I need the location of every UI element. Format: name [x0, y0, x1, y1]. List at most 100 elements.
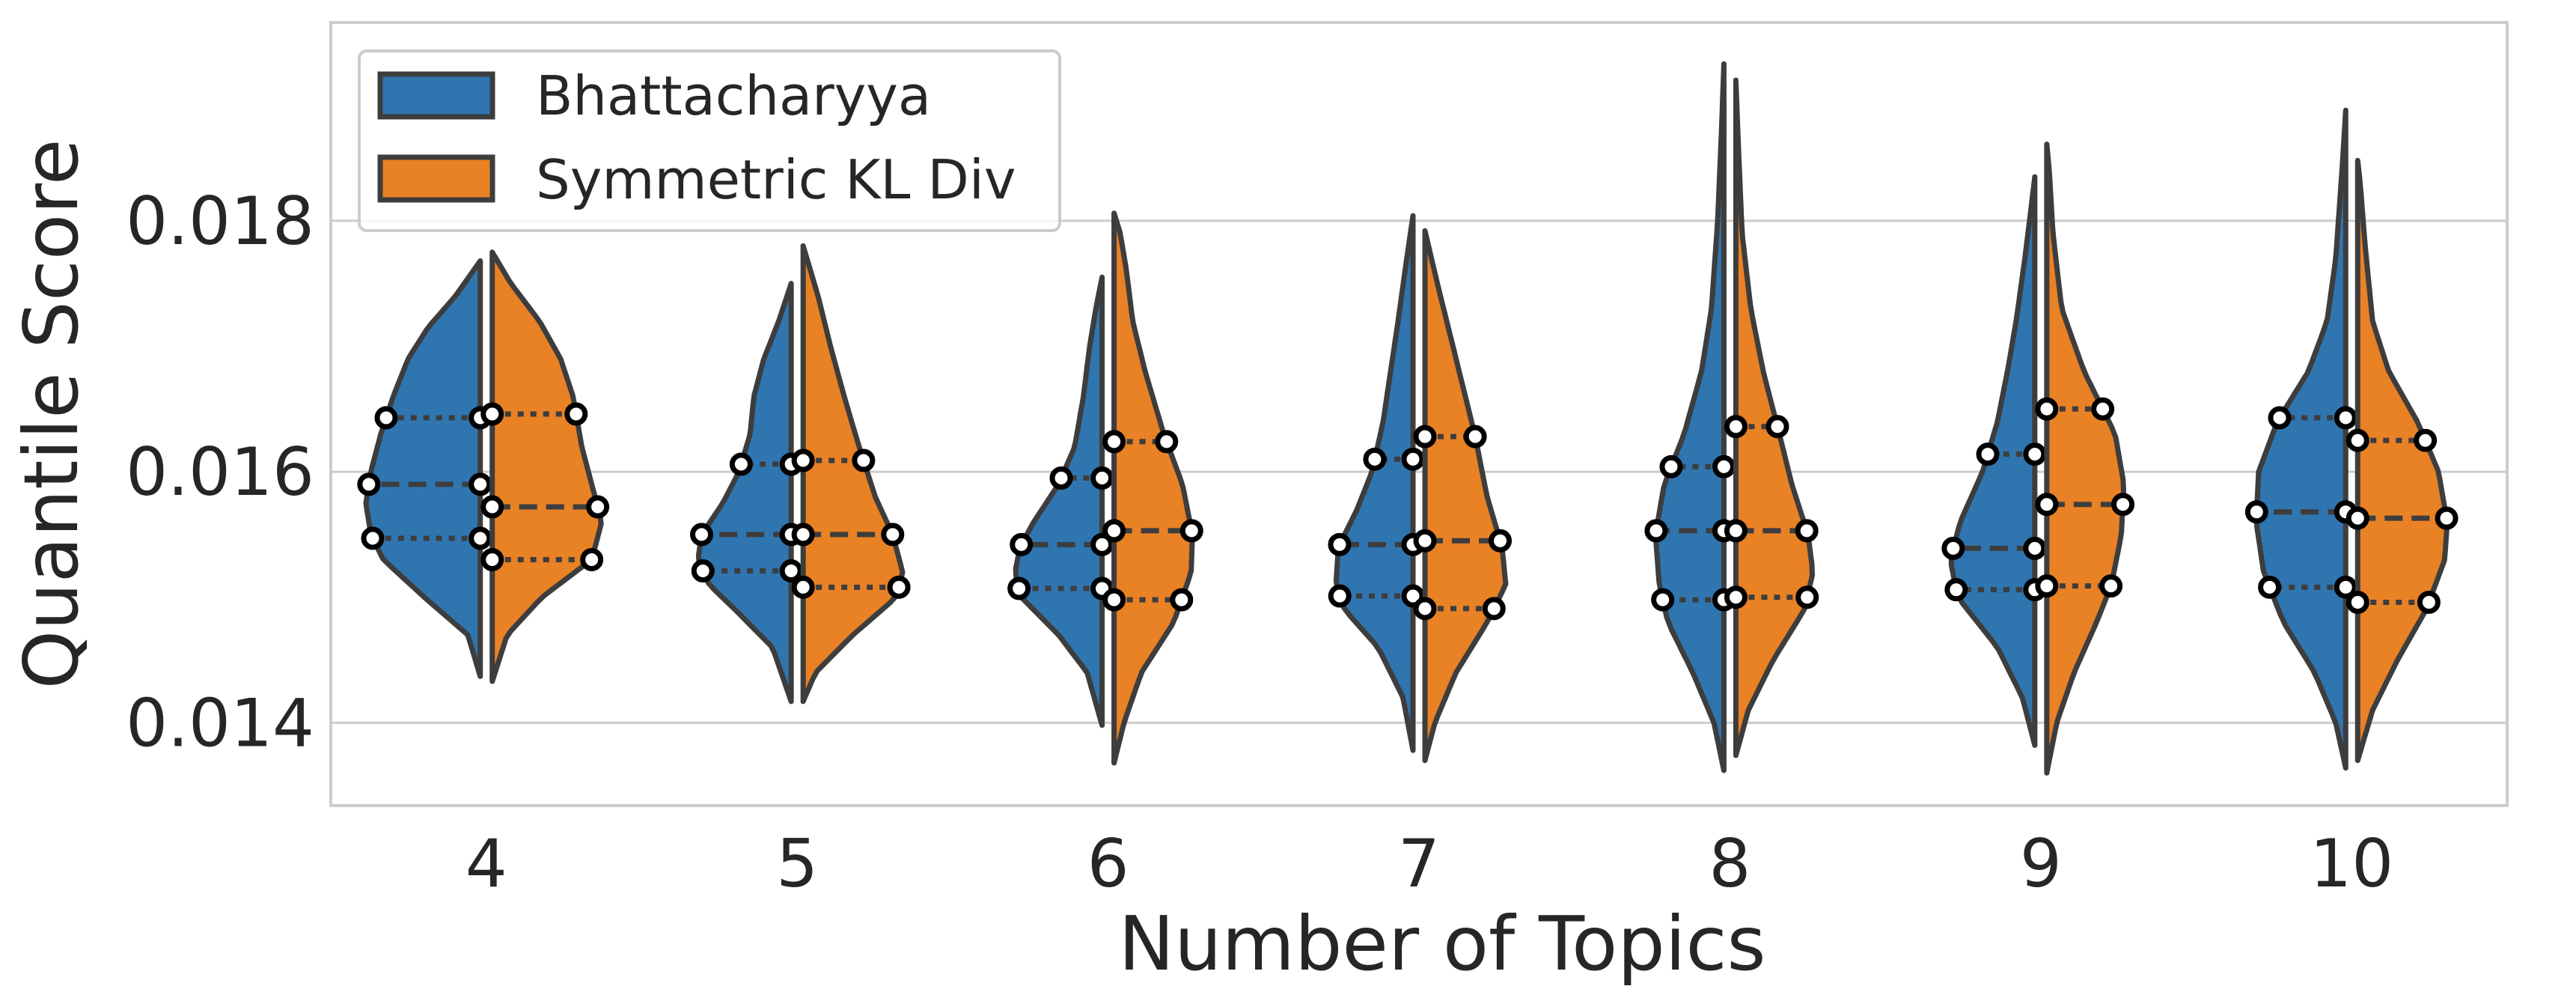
violin-body-9-right — [2044, 142, 2126, 776]
x-tick-label-10: 10 — [2310, 825, 2393, 902]
violin-6-left — [1007, 274, 1114, 728]
x-tick-label-4: 4 — [466, 825, 507, 902]
violin-q1-inner-marker-4-right — [480, 547, 504, 571]
violin-median-outer-marker-5-left — [689, 523, 713, 547]
violin-q3-outer-marker-10-right — [2414, 428, 2438, 452]
violin-q1-inner-marker-10-right — [2345, 590, 2369, 614]
violin-median-outer-marker-10-right — [2435, 506, 2459, 530]
x-tick-label-9: 9 — [2020, 825, 2062, 902]
violin-median-outer-marker-6-left — [1010, 532, 1034, 556]
x-tick-label-7: 7 — [1398, 825, 1440, 902]
violin-q3-outer-marker-7-left — [1363, 447, 1387, 471]
violin-q1-inner-marker-10-left — [2334, 575, 2357, 599]
violin-body-7-right — [1422, 228, 1509, 764]
violin-q3-inner-marker-9-left — [2023, 442, 2047, 466]
violin-body-5-right — [800, 243, 906, 705]
violin-q3-inner-marker-7-left — [1401, 447, 1425, 471]
x-tick-label-8: 8 — [1709, 825, 1751, 902]
legend-label-bhattacharyya: Bhattacharyya — [536, 64, 931, 127]
violin-q1-outer-marker-7-right — [1482, 597, 1506, 621]
violin-q1-outer-marker-10-left — [2258, 575, 2282, 599]
violin-q1-outer-marker-7-left — [1328, 584, 1352, 608]
violin-median-inner-marker-6-right — [1102, 519, 1126, 543]
violins — [357, 61, 2459, 776]
violin-q1-outer-marker-9-right — [2099, 574, 2123, 598]
violin-q1-inner-marker-5-left — [779, 559, 803, 583]
violin-median-outer-marker-5-right — [881, 523, 905, 547]
violin-q1-outer-marker-10-right — [2417, 590, 2441, 614]
violin-median-outer-marker-10-left — [2244, 500, 2268, 524]
violin-4-left — [357, 258, 492, 679]
violin-8-left — [1644, 61, 1736, 773]
violin-q3-outer-marker-9-right — [2091, 397, 2115, 421]
violin-median-outer-marker-7-left — [1328, 532, 1352, 556]
legend: Bhattacharyya Symmetric KL Div — [358, 49, 1061, 232]
violin-q3-inner-marker-6-right — [1102, 430, 1126, 454]
violin-9-left — [1941, 174, 2047, 749]
violin-q3-inner-marker-6-left — [1090, 466, 1114, 490]
violin-median-outer-marker-6-right — [1179, 519, 1203, 543]
y-tick-label-2: 0.018 — [126, 183, 314, 260]
violin-q3-outer-marker-5-left — [729, 452, 753, 476]
violin-body-6-left — [1013, 274, 1105, 728]
violin-q3-inner-marker-10-right — [2345, 428, 2369, 452]
violin-q1-inner-marker-7-right — [1413, 597, 1437, 621]
violin-q1-inner-marker-9-right — [2035, 574, 2059, 598]
violin-q3-outer-marker-8-right — [1765, 415, 1789, 439]
violin-q3-outer-marker-9-left — [1976, 442, 2000, 466]
x-axis-title: Number of Topics — [1118, 900, 1765, 988]
violin-q3-outer-marker-10-left — [2268, 406, 2292, 430]
violin-q1-outer-marker-4-left — [361, 526, 385, 550]
violin-q1-inner-marker-8-right — [1724, 585, 1748, 609]
violin-10-left — [2244, 107, 2357, 771]
violin-4-right — [480, 249, 610, 684]
violin-q1-outer-marker-5-left — [691, 559, 715, 583]
violin-q3-inner-marker-7-right — [1413, 425, 1437, 448]
y-tick-label-1: 0.016 — [126, 433, 314, 511]
violin-median-inner-marker-10-right — [2345, 506, 2369, 530]
violin-q3-outer-marker-4-left — [374, 406, 398, 430]
legend-label-symmetric-kl-div: Symmetric KL Div — [536, 148, 1016, 211]
violin-q3-inner-marker-4-right — [480, 402, 504, 426]
violin-median-inner-marker-8-right — [1724, 519, 1748, 543]
y-tick-labels: 0.014 0.016 0.018 — [126, 183, 314, 762]
violin-median-outer-marker-9-left — [1941, 536, 1965, 560]
violin-q3-outer-marker-4-right — [564, 402, 588, 426]
violin-q3-inner-marker-8-right — [1724, 415, 1748, 439]
violin-body-4-right — [489, 249, 604, 684]
violin-body-7-left — [1333, 213, 1416, 753]
violin-median-outer-marker-4-left — [357, 472, 381, 496]
violin-q3-inner-marker-10-left — [2334, 406, 2357, 430]
violin-q1-outer-marker-5-right — [887, 575, 911, 599]
violin-body-4-left — [363, 258, 483, 679]
violin-median-inner-marker-6-left — [1090, 532, 1114, 556]
violin-median-outer-marker-8-right — [1795, 519, 1819, 543]
x-tick-labels: 4 5 6 7 8 9 10 — [466, 825, 2394, 902]
violin-body-6-right — [1111, 210, 1195, 766]
violin-q1-outer-marker-6-left — [1007, 576, 1031, 600]
violin-median-inner-marker-7-right — [1413, 529, 1437, 553]
legend-swatch-bhattacharyya — [377, 71, 495, 120]
x-tick-label-6: 6 — [1087, 825, 1129, 902]
violin-median-outer-marker-9-right — [2111, 493, 2135, 517]
violin-body-5-left — [695, 281, 794, 705]
violin-q3-outer-marker-6-right — [1155, 430, 1179, 454]
violin-median-inner-marker-5-right — [791, 523, 815, 547]
y-axis-title: Quantile Score — [7, 139, 95, 690]
violin-q1-outer-marker-9-left — [1944, 578, 1968, 602]
violin-q1-outer-marker-6-right — [1170, 588, 1194, 612]
violin-q1-inner-marker-4-left — [468, 526, 492, 550]
violin-q3-inner-marker-5-right — [791, 448, 815, 472]
violin-median-outer-marker-7-right — [1489, 529, 1513, 553]
x-tick-label-5: 5 — [776, 825, 818, 902]
y-tick-label-0: 0.014 — [126, 684, 314, 761]
legend-swatch-symmetric-kl-div — [377, 154, 495, 203]
legend-box — [358, 49, 1061, 232]
violin-q3-outer-marker-6-left — [1049, 466, 1073, 490]
violin-median-outer-marker-4-right — [586, 495, 610, 519]
violin-median-inner-marker-4-left — [468, 472, 492, 496]
violin-9-right — [2035, 142, 2135, 776]
violin-q1-outer-marker-8-left — [1651, 588, 1675, 612]
violin-7-right — [1413, 228, 1513, 764]
